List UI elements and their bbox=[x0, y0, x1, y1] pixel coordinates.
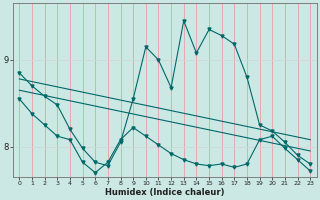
X-axis label: Humidex (Indice chaleur): Humidex (Indice chaleur) bbox=[105, 188, 225, 197]
